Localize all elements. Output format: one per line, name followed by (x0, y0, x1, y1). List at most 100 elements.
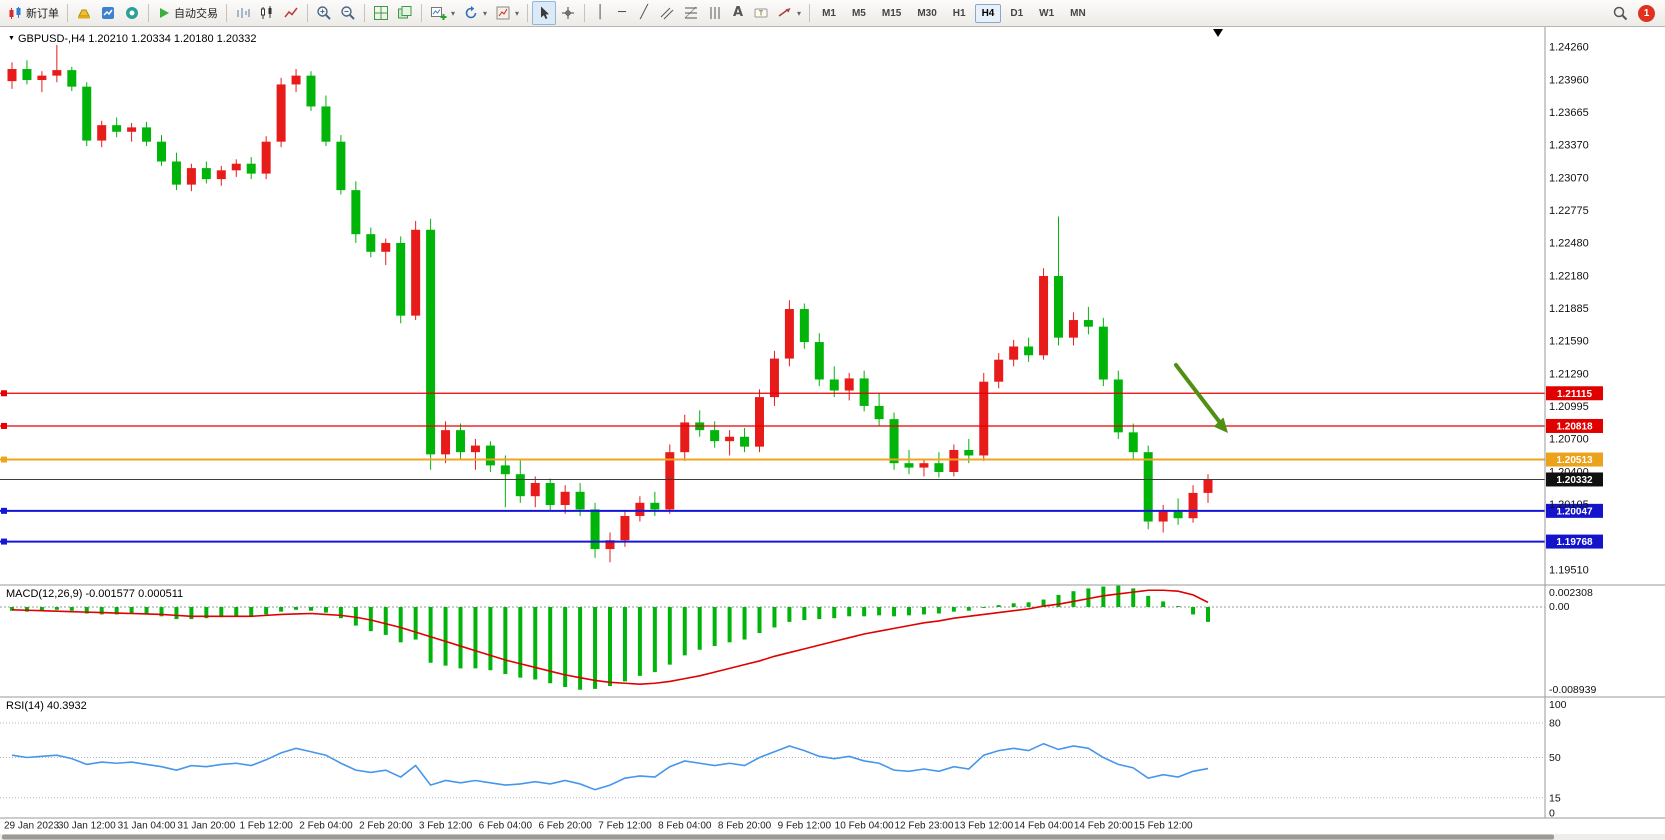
arrow-shape-icon (778, 8, 791, 17)
cascade-windows-icon (398, 6, 412, 19)
vertical-line-tool-button[interactable]: │ (589, 1, 611, 25)
svg-text:1.23960: 1.23960 (1549, 75, 1589, 87)
navigator-icon (126, 7, 138, 19)
dropdown-icon: ▾ (797, 8, 802, 18)
price-chart-canvas[interactable]: 1.21115 1.20818 1.20513 1.20047 1.19768 1.203… (0, 27, 1665, 840)
new-chart-button[interactable]: ▾ (426, 1, 459, 25)
text-tool-button[interactable]: A (727, 1, 749, 25)
zoom-out-icon (341, 6, 355, 20)
tf-m30-button[interactable]: M30 (917, 7, 937, 19)
svg-text:2 Feb 04:00: 2 Feb 04:00 (299, 821, 353, 832)
templates-icon (496, 6, 510, 20)
svg-text:1.21885: 1.21885 (1549, 303, 1589, 315)
svg-text:1.23070: 1.23070 (1549, 173, 1589, 185)
fibonacci-tool-button[interactable] (679, 1, 703, 25)
tf-h4-button[interactable]: H4 (974, 3, 1002, 23)
tf-w1-button[interactable]: W1 (1039, 7, 1055, 19)
cascade-windows-button[interactable] (393, 1, 417, 25)
rsi-panel: 100 80 50 15 0 (0, 699, 1567, 820)
timeframe-group: M1 M5 M15 M30 H1 H4 D1 W1 MN (814, 3, 1094, 23)
autotrading-button[interactable]: 自动交易 (153, 1, 222, 25)
cursor-icon (541, 6, 550, 19)
symbol-ohlc-text: GBPUSD-,H4 1.20210 1.20334 1.20180 1.203… (17, 33, 257, 45)
svg-text:1.19768: 1.19768 (1556, 537, 1593, 548)
search-button[interactable] (1608, 1, 1632, 25)
svg-text:8 Feb 20:00: 8 Feb 20:00 (718, 821, 772, 832)
tf-m5-button[interactable]: M5 (851, 7, 866, 19)
tf-mn-button[interactable]: MN (1070, 7, 1086, 19)
tf-h1-button[interactable]: H1 (952, 7, 966, 19)
tile-windows-button[interactable] (369, 1, 393, 25)
dropdown-icon: ▾ (515, 8, 520, 18)
separator (809, 4, 811, 22)
chart-profiles-button[interactable] (72, 1, 96, 25)
bar-chart-button[interactable] (231, 1, 255, 25)
sell-arrow (1174, 363, 1222, 424)
separator (584, 4, 586, 22)
separator (527, 4, 529, 22)
tf-d1-button[interactable]: D1 (1010, 7, 1024, 19)
svg-text:1.20995: 1.20995 (1549, 401, 1589, 413)
autotrading-label: 自动交易 (174, 8, 218, 20)
horizontal-line-tool-button[interactable]: ─ (611, 1, 633, 25)
tf-m1-button[interactable]: M1 (822, 7, 836, 19)
svg-text:1 Feb 12:00: 1 Feb 12:00 (239, 821, 293, 832)
search-icon (1613, 6, 1628, 21)
separator (421, 4, 422, 22)
navigator-button[interactable] (120, 1, 144, 25)
toolbar: 新订单 自动交易 (0, 0, 1665, 27)
channel-icon (660, 7, 674, 20)
svg-text:13 Feb 12:00: 13 Feb 12:00 (954, 821, 1013, 832)
dropdown-icon: ▾ (451, 8, 456, 18)
current-bar-marker (1213, 29, 1223, 37)
new-order-icon (9, 6, 21, 19)
autotrading-play-icon (160, 8, 169, 18)
svg-text:6 Feb 04:00: 6 Feb 04:00 (479, 821, 533, 832)
market-watch-icon (102, 7, 114, 19)
new-order-button[interactable]: 新订单 (4, 1, 63, 25)
arrows-tool-button[interactable]: ▾ (773, 1, 805, 25)
refresh-cycle-icon (465, 6, 477, 19)
cycle-lines-icon (710, 7, 720, 19)
macd-indicator-label: MACD(12,26,9) -0.001577 0.000511 (6, 588, 184, 600)
separator (148, 4, 149, 22)
cycle-lines-tool-button[interactable] (703, 1, 727, 25)
trendline-tool-button[interactable]: ╱ (633, 1, 655, 25)
svg-text:1.23370: 1.23370 (1549, 139, 1589, 151)
svg-text:15: 15 (1549, 792, 1561, 804)
chart-window[interactable]: 1.21115 1.20818 1.20513 1.20047 1.19768 1.203… (0, 27, 1665, 840)
zoom-in-button[interactable] (312, 1, 336, 25)
svg-text:14 Feb 04:00: 14 Feb 04:00 (1014, 821, 1073, 832)
gold-profile-icon (78, 9, 90, 19)
svg-text:0.002308: 0.002308 (1549, 587, 1593, 599)
tf-m15-button[interactable]: M15 (881, 7, 902, 19)
svg-text:10 Feb 04:00: 10 Feb 04:00 (835, 821, 894, 832)
notification-badge[interactable]: 1 (1638, 4, 1655, 22)
line-chart-button[interactable] (279, 1, 303, 25)
candlestick-icon (261, 6, 272, 19)
cursor-button[interactable] (532, 1, 557, 25)
crosshair-button[interactable] (556, 1, 580, 25)
label-tool-button[interactable]: T (749, 1, 773, 25)
svg-text:1.22480: 1.22480 (1549, 237, 1589, 249)
svg-text:1.20047: 1.20047 (1556, 506, 1593, 517)
svg-text:1.19510: 1.19510 (1549, 564, 1589, 576)
svg-text:15 Feb 12:00: 15 Feb 12:00 (1134, 821, 1193, 832)
channel-tool-button[interactable] (655, 1, 679, 25)
symbol-marker-icon: ▼ (8, 35, 15, 42)
candlestick-chart-button[interactable] (255, 1, 279, 25)
trendline-icon: ╱ (640, 5, 648, 20)
dropdown-icon: ▾ (483, 8, 488, 18)
market-watch-button[interactable] (96, 1, 120, 25)
templates-button[interactable]: ▾ (491, 1, 523, 25)
svg-text:1.20105: 1.20105 (1549, 499, 1589, 511)
svg-text:3 Feb 12:00: 3 Feb 12:00 (419, 821, 473, 832)
svg-text:1.20513: 1.20513 (1556, 455, 1593, 466)
hscrollbar-thumb (2, 834, 1554, 840)
svg-text:31 Jan 20:00: 31 Jan 20:00 (177, 821, 235, 832)
svg-text:6 Feb 20:00: 6 Feb 20:00 (538, 821, 592, 832)
svg-text:0: 0 (1549, 808, 1555, 820)
zoom-out-button[interactable] (336, 1, 360, 25)
label-tool-icon: T (754, 8, 768, 18)
period-cycle-button[interactable]: ▾ (459, 1, 491, 25)
